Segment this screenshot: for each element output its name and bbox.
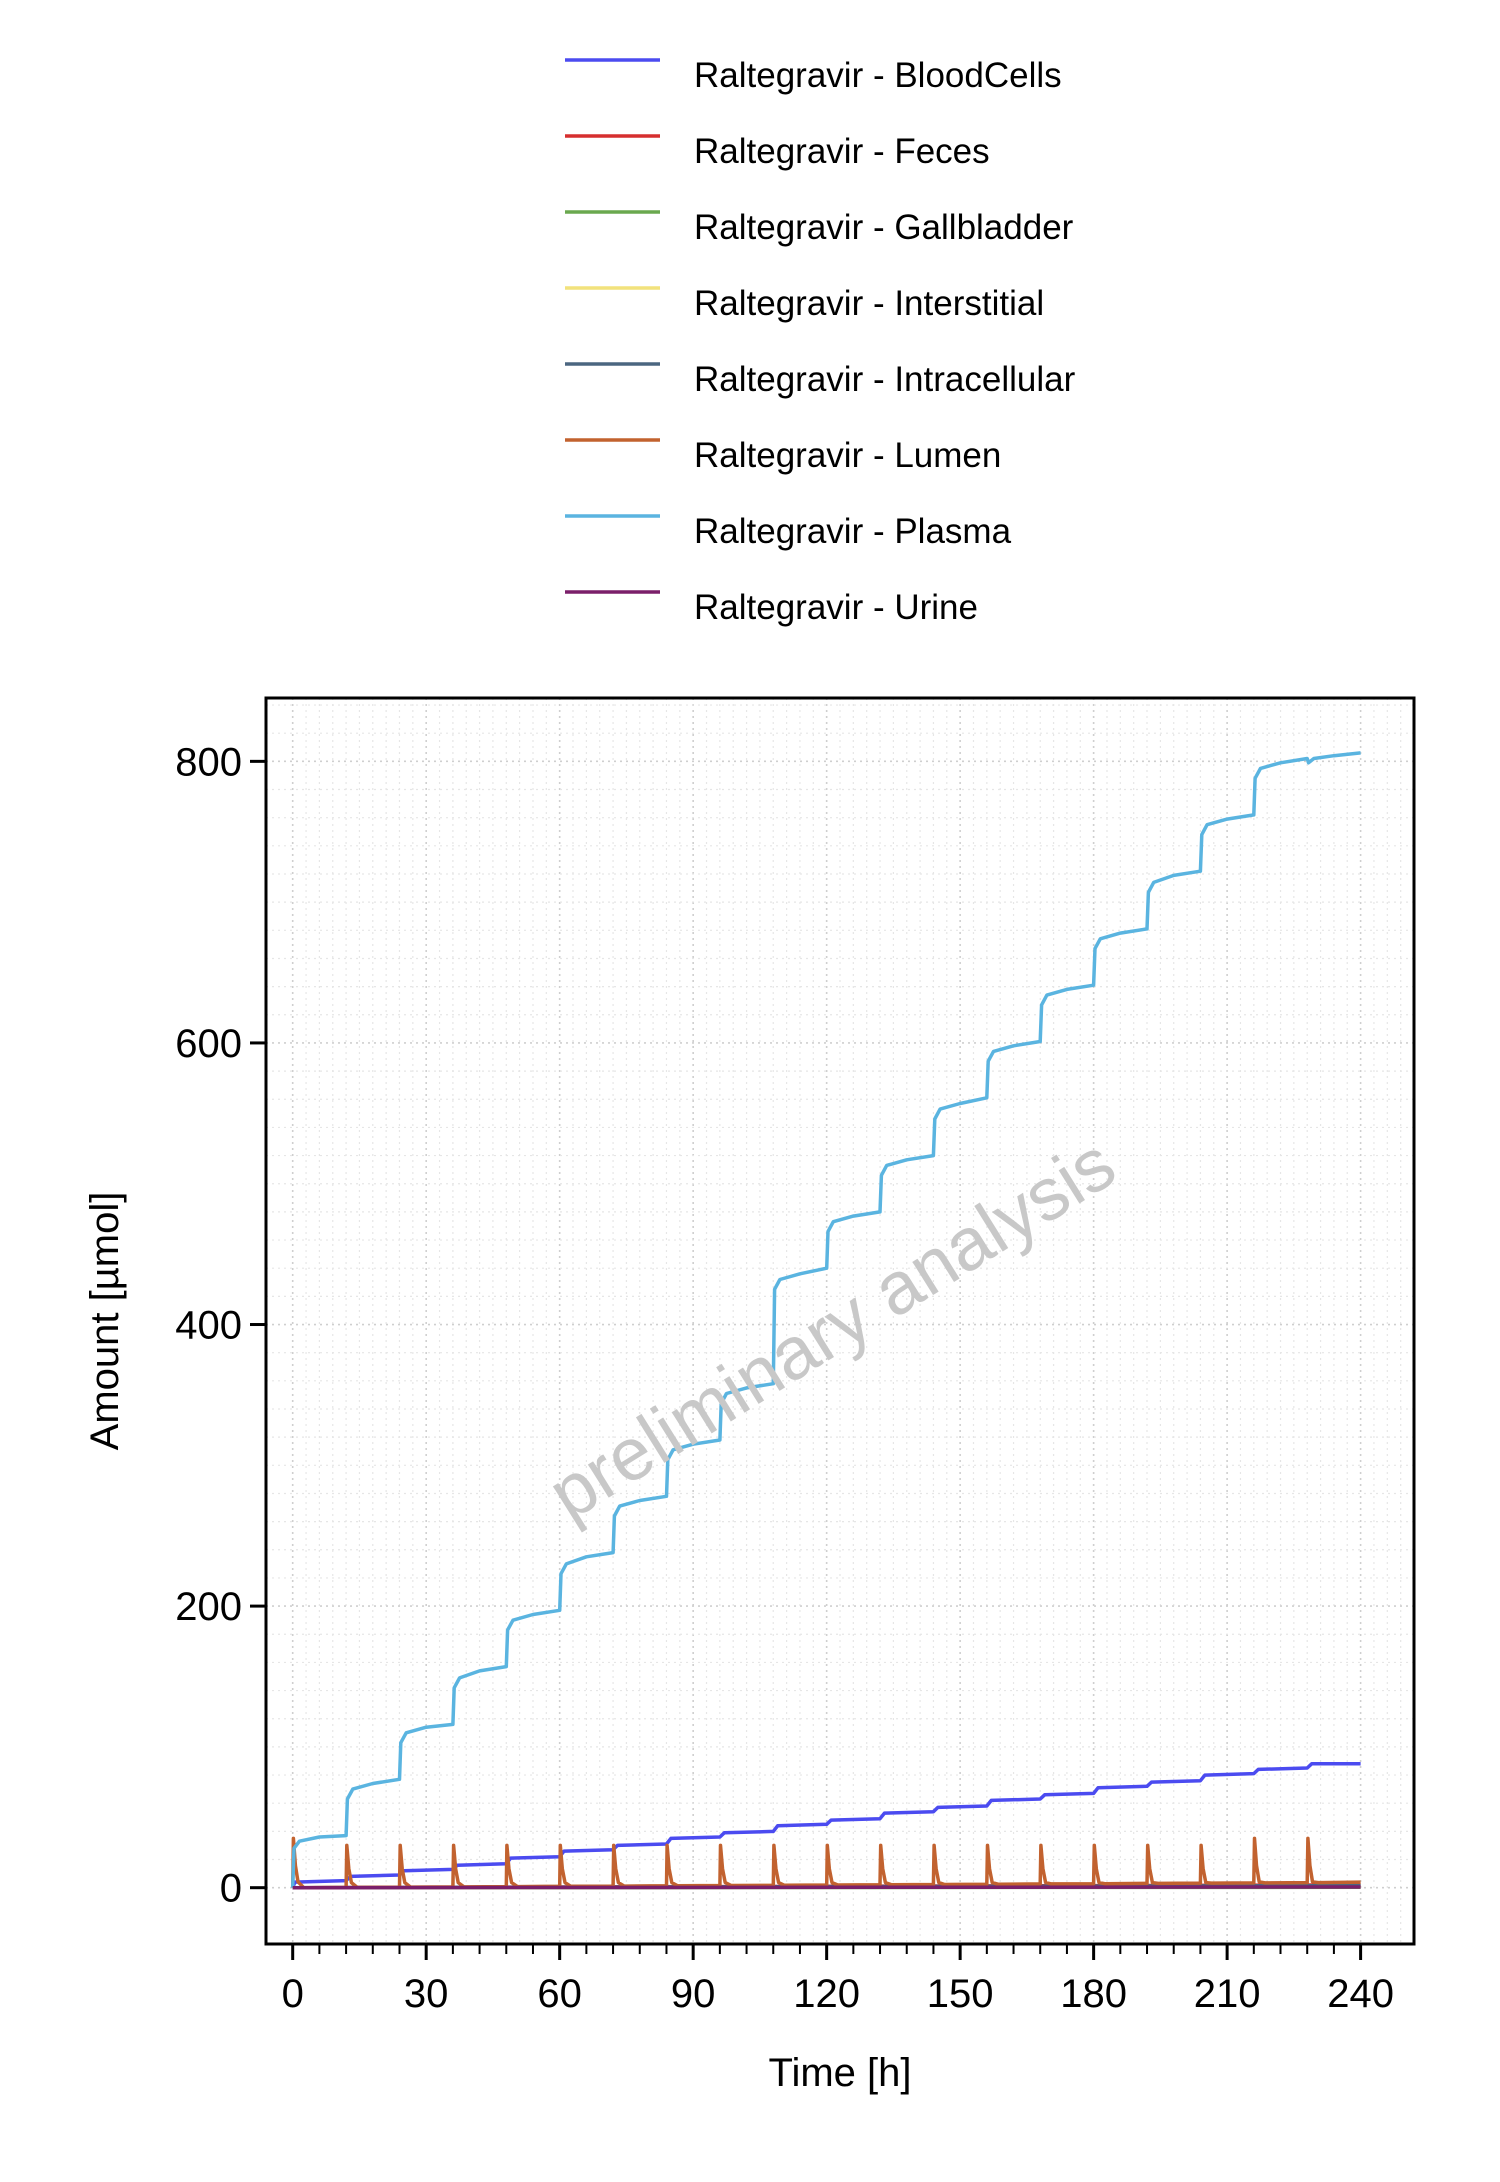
legend-label: Raltegravir - Plasma (694, 512, 1012, 551)
x-tick-label: 210 (1194, 1972, 1261, 2016)
y-tick-label: 800 (175, 740, 242, 784)
series-line-lumen (293, 1838, 1361, 1887)
legend-label: Raltegravir - Urine (694, 588, 978, 627)
legend-label: Raltegravir - Gallbladder (694, 208, 1074, 247)
x-tick-label: 120 (793, 1972, 860, 2016)
legend-label: Raltegravir - Lumen (694, 436, 1001, 475)
y-tick-label: 400 (175, 1304, 242, 1348)
x-tick-label: 60 (537, 1972, 582, 2016)
x-axis-label: Time [h] (769, 2051, 912, 2095)
y-tick-label: 200 (175, 1585, 242, 1629)
y-tick-label: 0 (220, 1867, 242, 1911)
legend-label: Raltegravir - Interstitial (694, 284, 1044, 323)
legend-label: Raltegravir - Feces (694, 132, 990, 171)
y-axis-label: Amount [µmol] (83, 1192, 127, 1451)
y-tick-label: 600 (175, 1022, 242, 1066)
legend-label: Raltegravir - Intracellular (694, 360, 1076, 399)
x-tick-label: 30 (404, 1972, 449, 2016)
x-tick-label: 90 (671, 1972, 716, 2016)
legend: Raltegravir - BloodCells Raltegravir - Fe… (565, 56, 1076, 627)
legend-label: Raltegravir - BloodCells (694, 56, 1062, 95)
x-tick-label: 0 (282, 1972, 304, 2016)
x-tick-label: 180 (1060, 1972, 1127, 2016)
x-tick-label: 240 (1327, 1972, 1394, 2016)
x-tick-label: 150 (927, 1972, 994, 2016)
series-line-urine (293, 1887, 1361, 1888)
